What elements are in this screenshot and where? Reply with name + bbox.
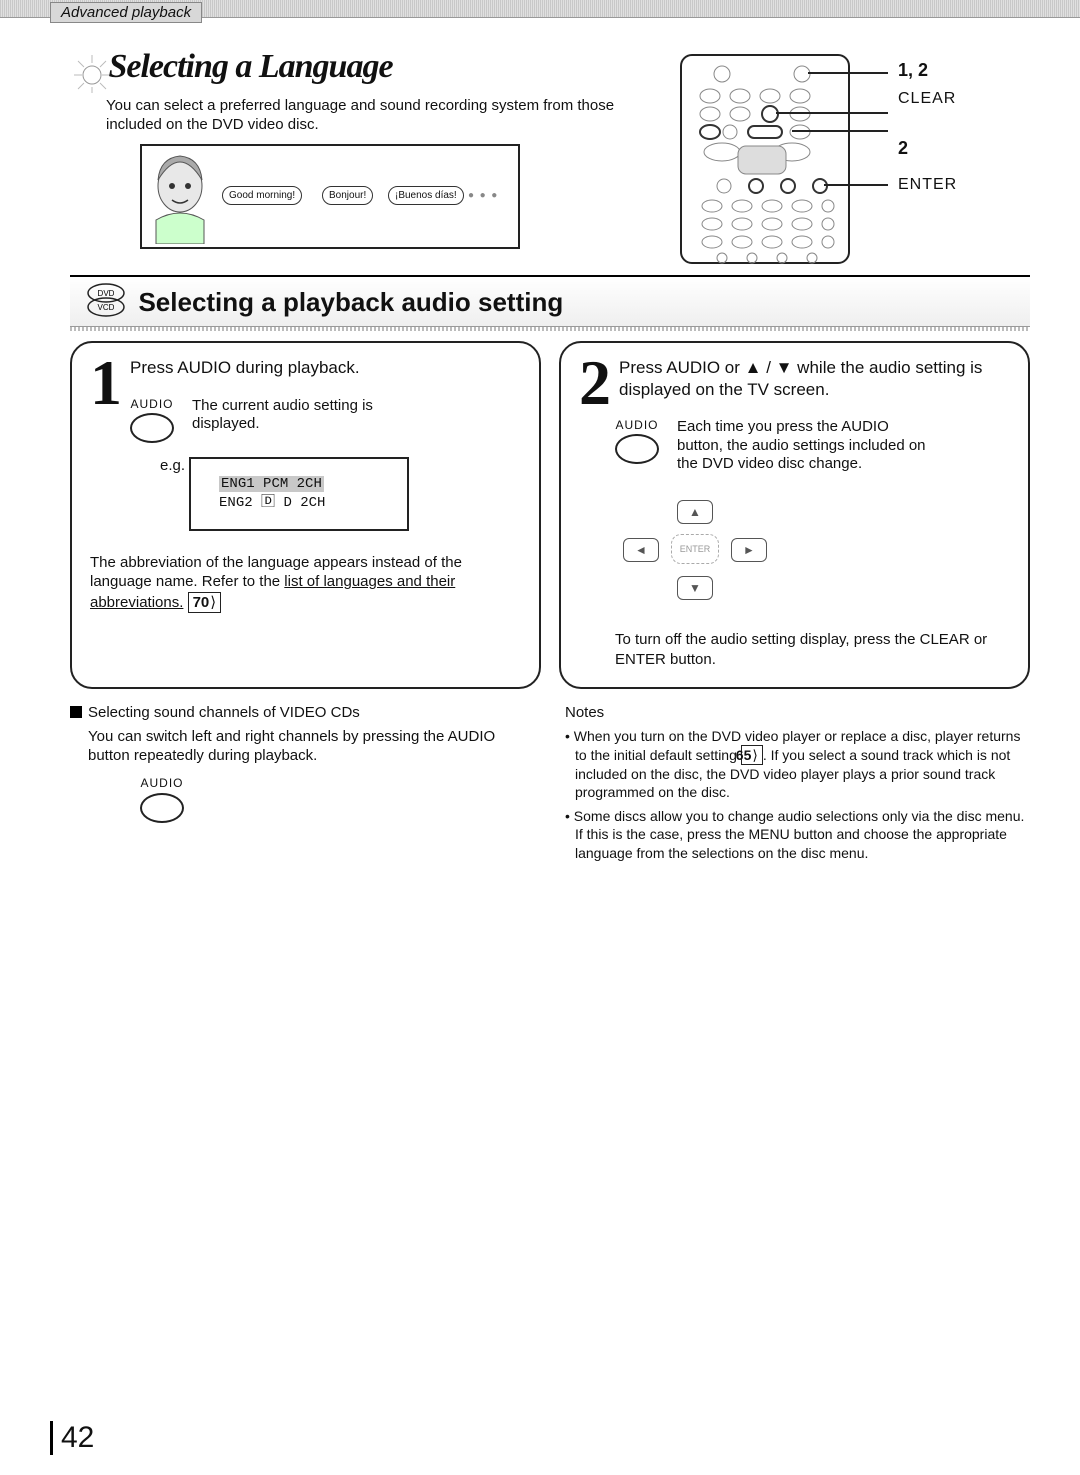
step-2-footer: To turn off the audio setting display, p… <box>579 630 1010 669</box>
sun-icon <box>70 53 110 93</box>
page-title: Selecting a Language <box>108 48 392 85</box>
step-2-head: Press AUDIO or ▲ / ▼ while the audio set… <box>579 357 1010 400</box>
audio-button-icon: AUDIO <box>140 776 184 824</box>
speech-bubble-3: ¡Buenos días! <box>388 186 464 205</box>
svg-text:DVD: DVD <box>98 289 115 298</box>
vcd-heading: Selecting sound channels of VIDEO CDs <box>70 703 535 723</box>
step-1-desc: The current audio setting is displayed. <box>192 397 442 435</box>
step-1-footer: The abbreviation of the language appears… <box>90 553 521 614</box>
step-2: 2 Press AUDIO or ▲ / ▼ while the audio s… <box>559 341 1030 689</box>
callout-enter: ENTER <box>898 176 957 194</box>
section-title: Selecting a playback audio setting <box>138 287 563 317</box>
note-1: • When you turn on the DVD video player … <box>565 727 1030 802</box>
page-number: 42 <box>50 1421 94 1455</box>
eg-label: e.g. <box>160 457 185 474</box>
step-number-1: 1 <box>90 357 122 408</box>
step-2-desc: Each time you press the AUDIO button, th… <box>677 418 927 474</box>
svg-text:VCD: VCD <box>98 303 115 312</box>
intro-text: You can select a preferred language and … <box>106 97 646 135</box>
disc-badge: DVD VCD <box>86 283 126 322</box>
arrow-pad-icon: ▲ ◄ ENTER ► ▼ <box>615 500 775 600</box>
speech-bubble-2: Bonjour! <box>322 186 373 205</box>
ellipsis-icon: ● ● ● <box>468 190 497 201</box>
vcd-body: You can switch left and right channels b… <box>88 727 535 766</box>
callout-1-2: 1, 2 <box>898 60 928 81</box>
callout-clear: CLEAR <box>898 90 956 108</box>
remote-diagram: 1, 2 CLEAR 2 ENTER <box>680 54 1020 264</box>
callout-2: 2 <box>898 138 908 159</box>
step-1-head: Press AUDIO during playback. <box>90 357 521 378</box>
cartoon-illustration: Good morning! Bonjour! ¡Buenos días! ● ●… <box>140 144 520 249</box>
audio-button-icon: AUDIO <box>615 418 659 464</box>
note-2: • Some discs allow you to change audio s… <box>565 807 1030 862</box>
step-1: 1 Press AUDIO during playback. AUDIO The… <box>70 341 541 689</box>
audio-button-icon: AUDIO <box>130 397 174 443</box>
speech-bubble-1: Good morning! <box>222 186 302 205</box>
step-number-2: 2 <box>579 357 611 408</box>
osd-example: ENG1 PCM 2CH ENG2 🄳 D 2CH <box>189 457 409 531</box>
notes-heading: Notes <box>565 703 1030 723</box>
